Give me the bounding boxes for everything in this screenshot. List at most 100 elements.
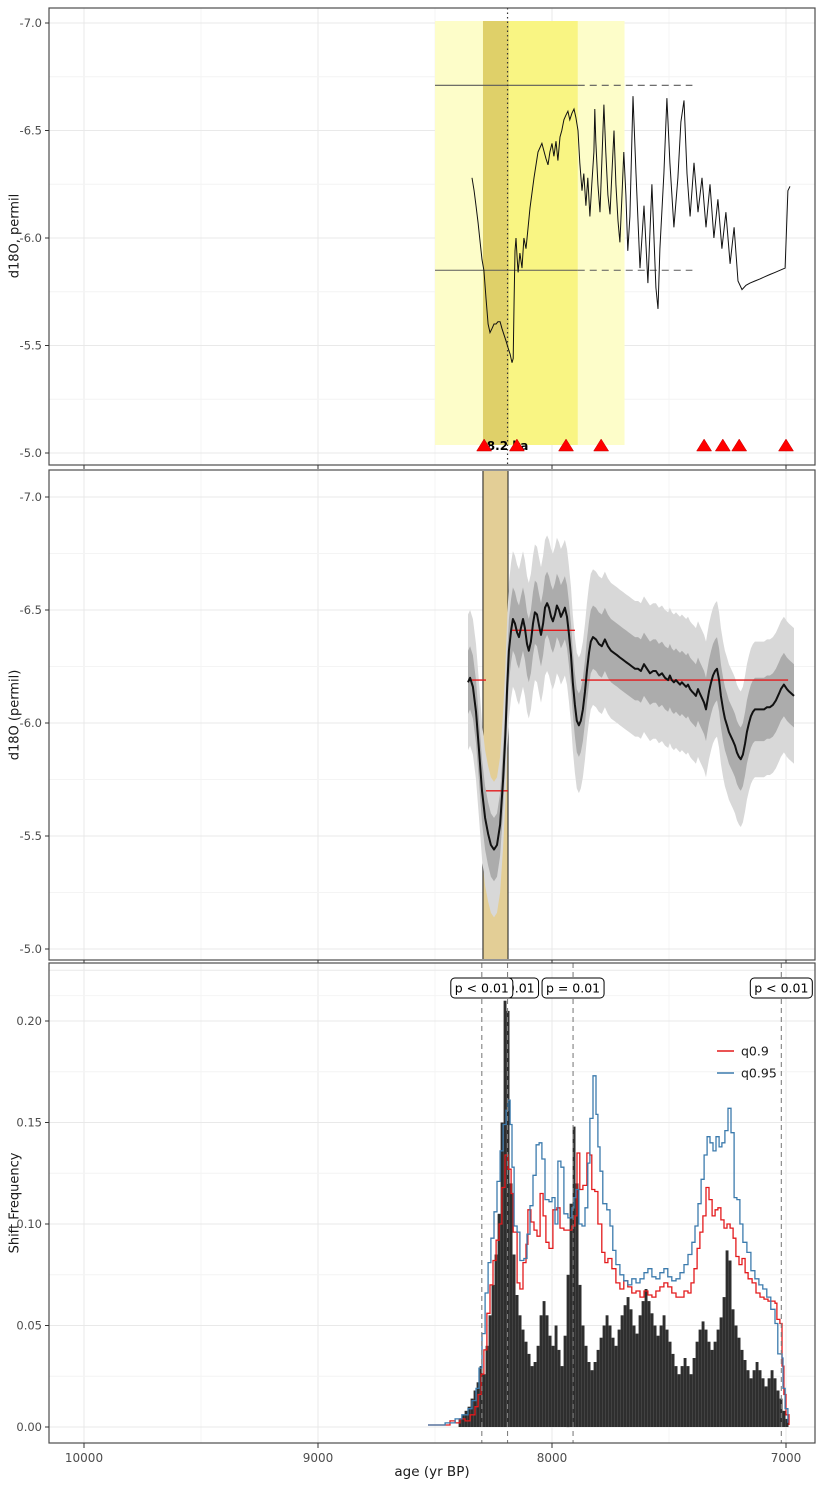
shift-frequency-bar	[620, 1315, 624, 1427]
shift-frequency-bar	[494, 1254, 498, 1427]
shift-frequency-bar	[593, 1362, 597, 1427]
shift-frequency-bar	[758, 1370, 762, 1427]
shift-frequency-bar	[608, 1325, 612, 1427]
shift-frequency-bar	[746, 1370, 750, 1427]
shift-frequency-bar	[635, 1333, 639, 1427]
p-value-label: p < 0.01	[749, 977, 813, 999]
shift-frequency-bar	[731, 1309, 735, 1427]
p-value-box	[450, 977, 514, 999]
x-tick-label: 7000	[771, 1451, 802, 1465]
y-tick-label: -5.5	[20, 829, 42, 843]
shift-frequency-bar	[557, 1349, 561, 1427]
shift-frequency-bar	[563, 1335, 567, 1427]
shift-frequency-bar	[689, 1374, 693, 1427]
shift-frequency-bar	[665, 1329, 669, 1427]
y-tick-label: -6.0	[20, 716, 42, 730]
p-value-box	[541, 977, 605, 999]
shift-frequency-bar	[491, 1284, 495, 1427]
shift-frequency-bar	[671, 1353, 675, 1427]
shift-frequency-bar	[776, 1390, 780, 1427]
shift-frequency-bar	[524, 1341, 528, 1427]
shift-frequency-bar	[551, 1345, 555, 1427]
y-tick-label: -5.0	[20, 942, 42, 956]
shift-frequency-bar	[599, 1337, 603, 1427]
shift-frequency-bar	[539, 1315, 543, 1427]
shift-frequency-bar	[512, 1254, 516, 1427]
y-tick-label: -6.0	[20, 231, 42, 245]
shift-frequency-bar	[572, 1126, 576, 1427]
y-tick-label: 0.05	[16, 1319, 42, 1333]
changepoint-triangle	[476, 438, 493, 452]
shift-frequency-bar	[728, 1260, 732, 1427]
shift-frequency-bar	[611, 1337, 615, 1427]
shift-frequency-bar	[500, 1122, 504, 1427]
p-value-label: p < 0.01	[450, 977, 514, 999]
shift-frequency-bar	[737, 1337, 741, 1427]
shift-frequency-bar	[656, 1335, 660, 1427]
shift-frequency-bar	[767, 1378, 771, 1427]
y-tick-label: 0.10	[16, 1217, 42, 1231]
shift-frequency-bar	[707, 1341, 711, 1427]
shift-frequency-bar	[485, 1345, 489, 1427]
changepoint-triangle	[696, 438, 713, 452]
shift-frequency-bar	[617, 1329, 621, 1427]
y-tick-label: -5.0	[20, 446, 42, 460]
p-value-text: p = 0.01	[546, 981, 600, 996]
shift-frequency-bar	[590, 1370, 594, 1427]
shift-frequency-bar	[734, 1325, 738, 1427]
shift-frequency-bar	[626, 1297, 630, 1427]
shift-frequency-bar	[650, 1313, 654, 1427]
shift-frequency-bar	[638, 1315, 642, 1427]
y-tick-label: -7.0	[20, 490, 42, 504]
p-value-text: p < 0.01	[455, 981, 509, 996]
y-tick-label: 0.00	[16, 1420, 42, 1434]
shift-frequency-bar	[542, 1301, 546, 1427]
shift-frequency-bar	[773, 1378, 777, 1427]
shift-frequency-bar	[764, 1386, 768, 1427]
shift-frequency-bar	[533, 1362, 537, 1427]
shift-frequency-bar	[527, 1353, 531, 1427]
shift-frequency-bar	[566, 1274, 570, 1428]
shift-frequency-bar	[743, 1360, 747, 1427]
shift-frequency-bar	[596, 1349, 600, 1427]
shift-frequency-bar	[518, 1315, 522, 1427]
y-tick-label: 0.20	[16, 1014, 42, 1028]
shift-frequency-bar	[536, 1345, 540, 1427]
shift-frequency-bar	[467, 1406, 471, 1427]
shift-frequency-bar	[521, 1329, 525, 1427]
shift-frequency-bar	[653, 1325, 657, 1427]
shift-frequency-bar	[587, 1362, 591, 1427]
shift-frequency-bar	[719, 1317, 723, 1427]
shift-frequency-bar	[716, 1329, 720, 1427]
shift-frequency-bar	[782, 1410, 786, 1427]
highlight-band	[482, 21, 509, 445]
y-tick-label: -5.5	[20, 339, 42, 353]
shift-frequency-bar	[614, 1345, 618, 1427]
shift-frequency-bar	[752, 1370, 756, 1427]
shift-frequency-bar	[779, 1398, 783, 1427]
shift-frequency-bar	[470, 1398, 474, 1427]
shift-frequency-bar	[761, 1378, 765, 1427]
shift-frequency-bar	[725, 1250, 729, 1427]
shift-frequency-bar	[785, 1418, 789, 1427]
shift-frequency-bar	[740, 1349, 744, 1427]
legend-label: q0.9	[741, 1044, 769, 1059]
shift-frequency-bar	[575, 1183, 579, 1427]
changepoint-triangle	[731, 438, 748, 452]
shift-frequency-bar	[509, 1183, 513, 1427]
p-value-box	[749, 977, 813, 999]
panel-border	[48, 469, 816, 961]
changepoint-triangle	[558, 438, 574, 452]
shift-frequency-bar	[503, 1000, 507, 1427]
shift-frequency-bar	[749, 1378, 753, 1427]
shift-frequency-bar	[578, 1284, 582, 1427]
shift-frequency-bar	[461, 1414, 465, 1427]
shift-frequency-bar	[647, 1301, 651, 1427]
y-tick-label: -6.5	[20, 124, 42, 138]
d18o-proxy-line	[471, 96, 791, 363]
shift-frequency-bar	[677, 1374, 681, 1427]
shift-frequency-bar	[674, 1366, 678, 1427]
uncertainty-band-inner	[468, 571, 794, 882]
changepoint-triangle	[508, 438, 525, 452]
